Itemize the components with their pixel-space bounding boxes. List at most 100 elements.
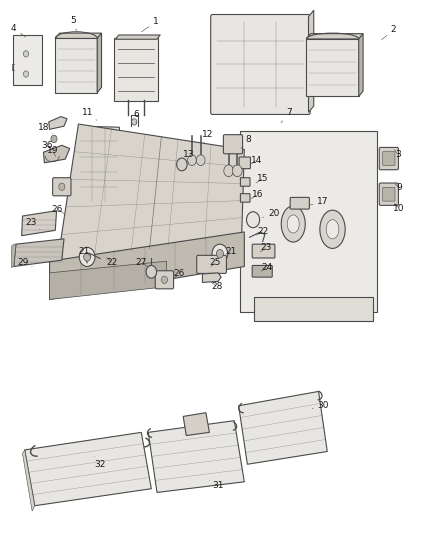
Text: 17: 17 (310, 197, 328, 206)
FancyBboxPatch shape (379, 183, 399, 205)
Circle shape (51, 135, 57, 143)
Ellipse shape (320, 210, 345, 248)
Text: 7: 7 (281, 108, 292, 123)
Circle shape (224, 165, 233, 176)
Text: 10: 10 (393, 204, 405, 213)
FancyBboxPatch shape (239, 157, 251, 168)
Text: 1: 1 (141, 18, 159, 32)
FancyBboxPatch shape (254, 297, 373, 321)
Text: 30: 30 (312, 401, 328, 410)
Circle shape (187, 155, 196, 165)
Polygon shape (14, 239, 64, 266)
Polygon shape (25, 432, 151, 506)
Ellipse shape (281, 206, 305, 242)
Polygon shape (115, 35, 160, 39)
Text: 25: 25 (210, 258, 221, 266)
Text: 26: 26 (173, 270, 184, 278)
FancyBboxPatch shape (13, 35, 42, 85)
Text: 22: 22 (106, 258, 118, 266)
Text: 22: 22 (256, 228, 268, 237)
Polygon shape (55, 38, 97, 93)
Polygon shape (97, 33, 102, 93)
Polygon shape (57, 124, 244, 262)
Ellipse shape (287, 215, 299, 233)
Ellipse shape (326, 220, 339, 239)
Text: 23: 23 (25, 219, 40, 229)
Text: 36: 36 (41, 141, 53, 150)
Text: 9: 9 (395, 183, 402, 192)
FancyBboxPatch shape (240, 177, 250, 186)
FancyBboxPatch shape (290, 197, 309, 209)
Circle shape (59, 183, 65, 190)
Circle shape (233, 165, 242, 176)
Text: 3: 3 (395, 150, 401, 159)
Text: 4: 4 (11, 24, 26, 37)
Text: 24: 24 (261, 263, 272, 272)
Polygon shape (240, 131, 377, 312)
Polygon shape (55, 33, 102, 38)
FancyBboxPatch shape (379, 148, 399, 169)
Polygon shape (21, 211, 57, 236)
Circle shape (146, 265, 156, 278)
Circle shape (247, 212, 260, 228)
Polygon shape (49, 261, 166, 300)
FancyBboxPatch shape (383, 152, 395, 165)
Circle shape (177, 158, 187, 171)
Polygon shape (202, 273, 221, 282)
Text: 32: 32 (95, 457, 106, 469)
Text: 5: 5 (70, 16, 77, 31)
Text: 8: 8 (241, 135, 251, 149)
Text: 21: 21 (79, 247, 91, 256)
Text: 16: 16 (251, 190, 263, 199)
Text: 29: 29 (18, 258, 32, 266)
Polygon shape (183, 413, 209, 435)
Polygon shape (78, 126, 120, 204)
FancyBboxPatch shape (197, 255, 226, 273)
Circle shape (161, 276, 167, 284)
Circle shape (23, 71, 28, 77)
Polygon shape (148, 421, 244, 492)
Text: 27: 27 (136, 258, 148, 267)
Circle shape (23, 51, 28, 57)
Text: 26: 26 (52, 205, 64, 214)
FancyBboxPatch shape (383, 187, 395, 201)
Text: 18: 18 (38, 123, 52, 134)
Text: 15: 15 (256, 174, 268, 183)
Text: 14: 14 (250, 156, 262, 165)
Text: 28: 28 (211, 282, 223, 291)
Circle shape (196, 155, 205, 165)
FancyBboxPatch shape (252, 244, 275, 258)
Circle shape (79, 247, 95, 266)
Polygon shape (306, 34, 363, 39)
FancyBboxPatch shape (53, 177, 71, 196)
FancyBboxPatch shape (155, 271, 173, 289)
Polygon shape (43, 146, 70, 163)
FancyBboxPatch shape (114, 38, 158, 101)
Polygon shape (239, 391, 327, 464)
Text: 11: 11 (82, 108, 97, 120)
FancyBboxPatch shape (211, 14, 310, 115)
Circle shape (212, 244, 228, 263)
Circle shape (216, 249, 223, 258)
Polygon shape (49, 232, 244, 300)
Polygon shape (49, 117, 67, 130)
Text: 21: 21 (226, 247, 237, 256)
Polygon shape (22, 450, 35, 511)
FancyBboxPatch shape (240, 193, 250, 202)
Text: 12: 12 (202, 130, 214, 143)
FancyBboxPatch shape (252, 265, 272, 277)
Text: 6: 6 (133, 110, 139, 123)
Text: 20: 20 (263, 209, 279, 218)
Text: 13: 13 (183, 150, 194, 163)
Text: 2: 2 (381, 26, 396, 39)
Text: 19: 19 (46, 146, 58, 156)
Polygon shape (12, 244, 16, 268)
Text: 23: 23 (260, 244, 272, 253)
Circle shape (132, 119, 137, 125)
Polygon shape (359, 34, 363, 96)
Circle shape (84, 253, 91, 261)
Text: 31: 31 (209, 480, 224, 490)
FancyBboxPatch shape (223, 135, 243, 154)
Polygon shape (308, 10, 314, 112)
Polygon shape (306, 39, 359, 96)
